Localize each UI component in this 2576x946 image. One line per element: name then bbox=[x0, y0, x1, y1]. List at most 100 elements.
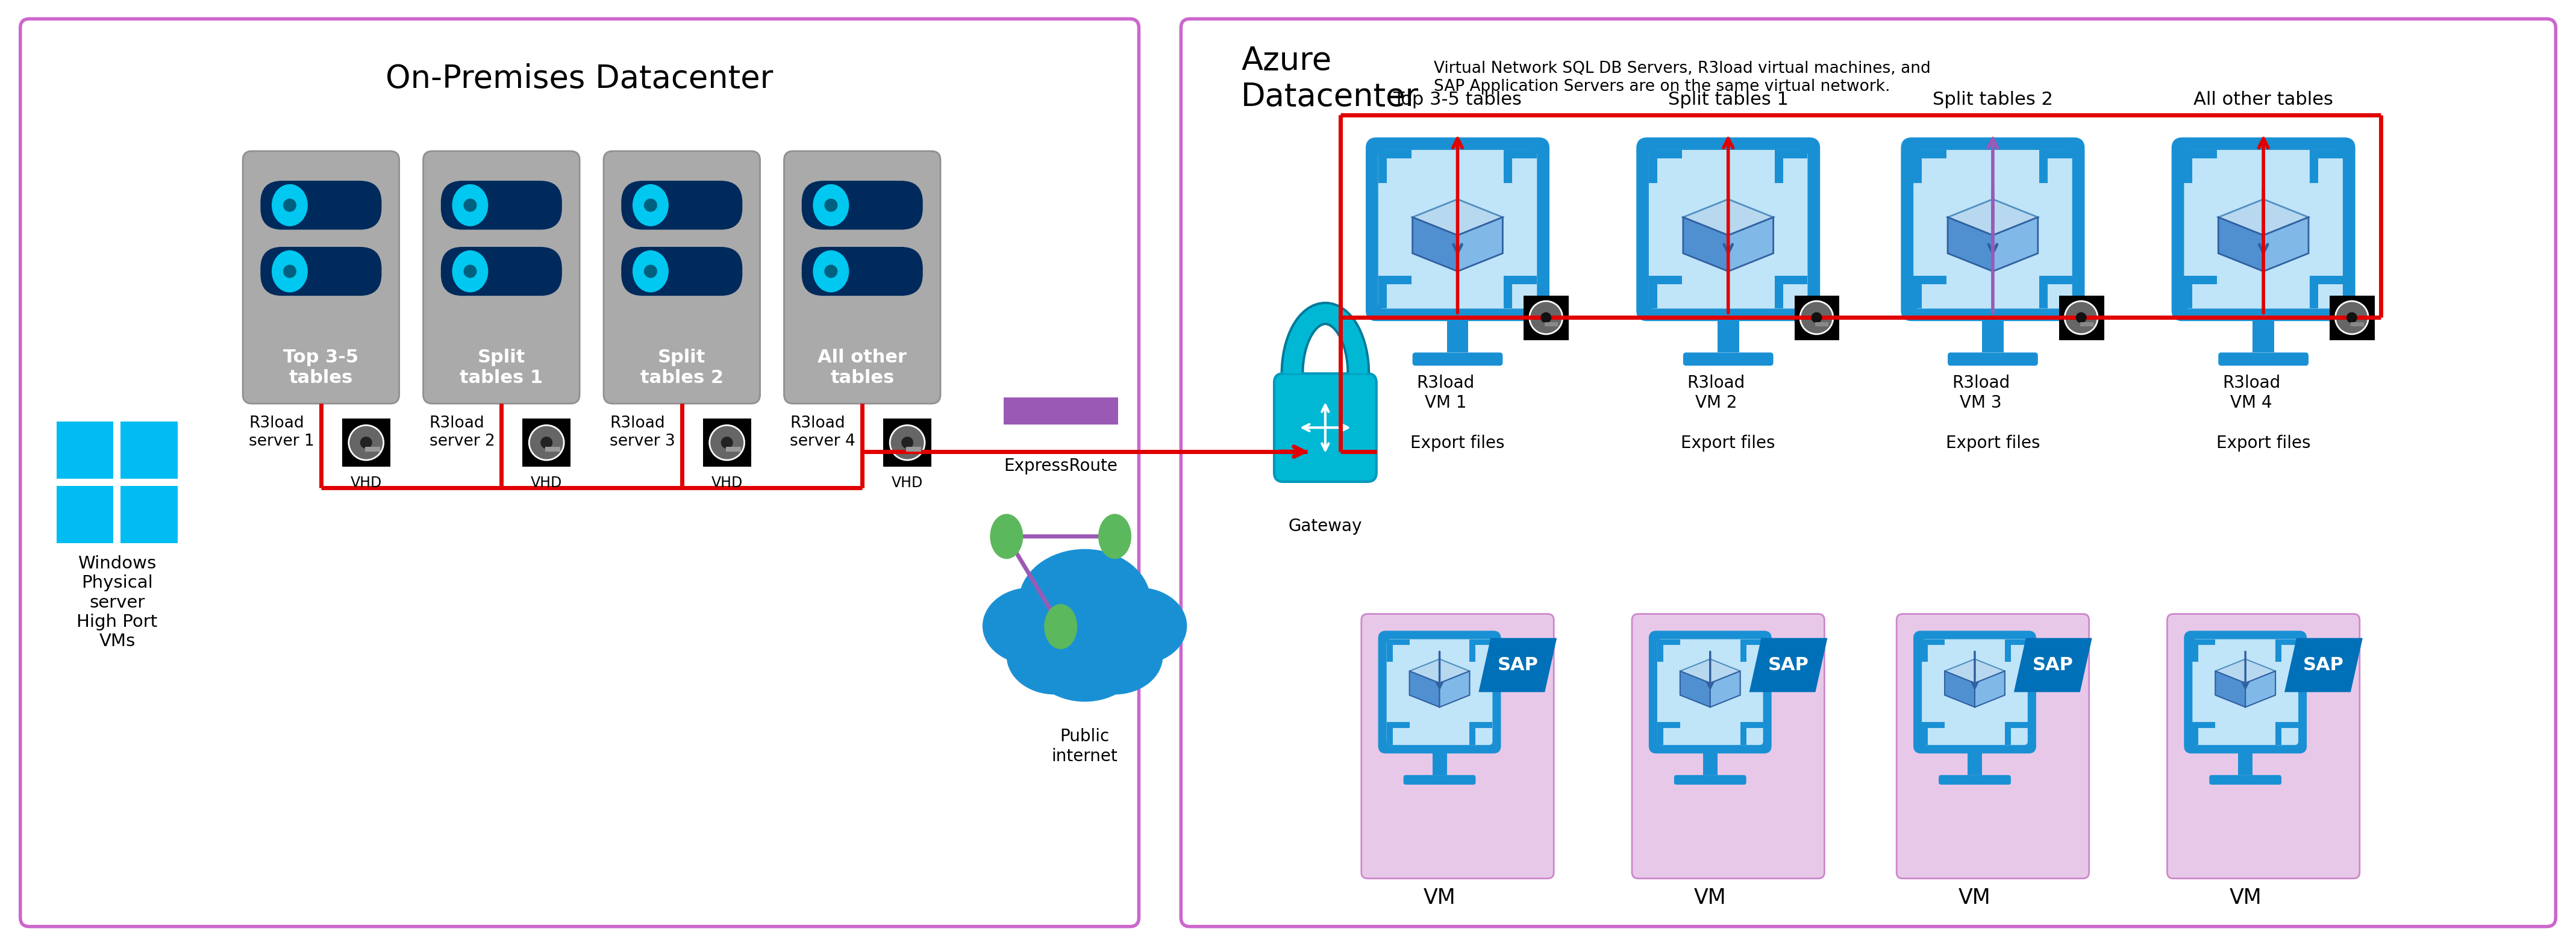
Bar bbox=[2192, 722, 2197, 745]
Ellipse shape bbox=[1066, 618, 1162, 694]
Ellipse shape bbox=[1801, 301, 1834, 334]
Polygon shape bbox=[1409, 671, 1440, 707]
Bar bbox=[1656, 722, 1680, 728]
Polygon shape bbox=[2246, 671, 2275, 707]
Ellipse shape bbox=[644, 199, 657, 212]
FancyBboxPatch shape bbox=[1633, 614, 1824, 879]
Bar bbox=[1471, 722, 1492, 728]
Bar bbox=[1914, 275, 1922, 308]
FancyBboxPatch shape bbox=[2174, 139, 2354, 320]
Bar bbox=[2058, 295, 2105, 341]
Bar bbox=[2184, 275, 2192, 308]
Text: VM: VM bbox=[1958, 887, 1991, 908]
Ellipse shape bbox=[528, 425, 564, 460]
Bar bbox=[726, 447, 742, 451]
Ellipse shape bbox=[1028, 610, 1141, 702]
Bar bbox=[1378, 149, 1412, 158]
Bar bbox=[2004, 639, 2027, 645]
Ellipse shape bbox=[283, 265, 296, 278]
Ellipse shape bbox=[1090, 587, 1188, 664]
Text: SAP: SAP bbox=[2303, 657, 2344, 674]
Polygon shape bbox=[1728, 218, 1772, 272]
Polygon shape bbox=[1682, 218, 1728, 272]
Ellipse shape bbox=[902, 437, 914, 448]
Bar bbox=[1914, 149, 1922, 183]
Bar bbox=[1378, 275, 1412, 284]
Text: R3load
VM 3: R3load VM 3 bbox=[1953, 375, 2009, 412]
Text: Windows
Physical
server
High Port
VMs: Windows Physical server High Port VMs bbox=[77, 555, 157, 650]
Bar bbox=[2275, 722, 2298, 728]
Bar bbox=[1922, 722, 1945, 728]
Bar bbox=[2275, 639, 2298, 645]
Ellipse shape bbox=[634, 251, 670, 292]
Text: VM: VM bbox=[2228, 887, 2262, 908]
Bar bbox=[1471, 639, 1492, 645]
Bar bbox=[1649, 275, 1656, 308]
FancyBboxPatch shape bbox=[1386, 639, 1492, 745]
Text: R3load
server 4: R3load server 4 bbox=[791, 415, 855, 449]
Bar bbox=[1656, 639, 1664, 662]
Polygon shape bbox=[1680, 659, 1741, 683]
Bar bbox=[366, 447, 379, 451]
Ellipse shape bbox=[989, 514, 1023, 559]
Bar bbox=[1775, 149, 1808, 158]
Bar bbox=[1432, 752, 1448, 775]
Text: R3load
VM 1: R3load VM 1 bbox=[1417, 375, 1473, 412]
FancyBboxPatch shape bbox=[2192, 639, 2298, 745]
Text: All other tables: All other tables bbox=[2195, 91, 2334, 109]
Text: On-Premises Datacenter: On-Premises Datacenter bbox=[386, 63, 773, 95]
Bar bbox=[2329, 295, 2375, 341]
Bar bbox=[1386, 722, 1394, 745]
Ellipse shape bbox=[814, 184, 850, 226]
Bar bbox=[2251, 320, 2275, 353]
Ellipse shape bbox=[1007, 618, 1103, 694]
Bar bbox=[2311, 149, 2342, 158]
Polygon shape bbox=[2014, 638, 2092, 692]
FancyBboxPatch shape bbox=[1674, 775, 1747, 784]
Polygon shape bbox=[1458, 218, 1502, 272]
Ellipse shape bbox=[708, 425, 744, 460]
Text: Virtual Network SQL DB Servers, R3load virtual machines, and
SAP Application Ser: Virtual Network SQL DB Servers, R3load v… bbox=[1432, 61, 1929, 95]
Bar bbox=[1649, 149, 1656, 183]
Bar bbox=[2184, 275, 2218, 284]
Bar bbox=[1741, 639, 1762, 645]
FancyBboxPatch shape bbox=[21, 19, 1139, 926]
Ellipse shape bbox=[541, 437, 551, 448]
FancyBboxPatch shape bbox=[260, 247, 381, 295]
Text: Split tables 1: Split tables 1 bbox=[1669, 91, 1788, 109]
Bar bbox=[546, 447, 562, 451]
Bar bbox=[1656, 722, 1664, 745]
FancyBboxPatch shape bbox=[242, 151, 399, 404]
Bar bbox=[2192, 639, 2197, 662]
Bar bbox=[1741, 639, 1747, 662]
Bar bbox=[2040, 149, 2071, 158]
Bar bbox=[1378, 149, 1386, 183]
Bar bbox=[1968, 752, 1981, 775]
Bar bbox=[1386, 639, 1394, 662]
Bar bbox=[1775, 275, 1783, 308]
Bar bbox=[2184, 149, 2192, 183]
FancyBboxPatch shape bbox=[783, 151, 940, 404]
Bar bbox=[1504, 149, 1538, 158]
FancyBboxPatch shape bbox=[1275, 374, 1376, 482]
Text: VM: VM bbox=[1695, 887, 1726, 908]
Polygon shape bbox=[1479, 638, 1556, 692]
Bar bbox=[1504, 275, 1512, 308]
Bar bbox=[1795, 295, 1839, 341]
Ellipse shape bbox=[453, 184, 489, 226]
Text: Export files: Export files bbox=[2215, 435, 2311, 451]
Text: VM: VM bbox=[1425, 887, 1455, 908]
Text: VHD: VHD bbox=[350, 476, 381, 490]
Bar bbox=[1546, 323, 1558, 326]
Bar bbox=[2192, 639, 2215, 645]
Bar bbox=[121, 486, 178, 543]
Bar bbox=[2192, 722, 2215, 728]
FancyBboxPatch shape bbox=[603, 151, 760, 404]
FancyBboxPatch shape bbox=[1656, 639, 1762, 745]
Bar bbox=[1386, 722, 1409, 728]
Bar bbox=[1775, 275, 1808, 284]
Bar bbox=[1914, 275, 1947, 284]
Ellipse shape bbox=[270, 251, 307, 292]
Polygon shape bbox=[1947, 218, 1994, 272]
Text: R3load
server 1: R3load server 1 bbox=[250, 415, 314, 449]
